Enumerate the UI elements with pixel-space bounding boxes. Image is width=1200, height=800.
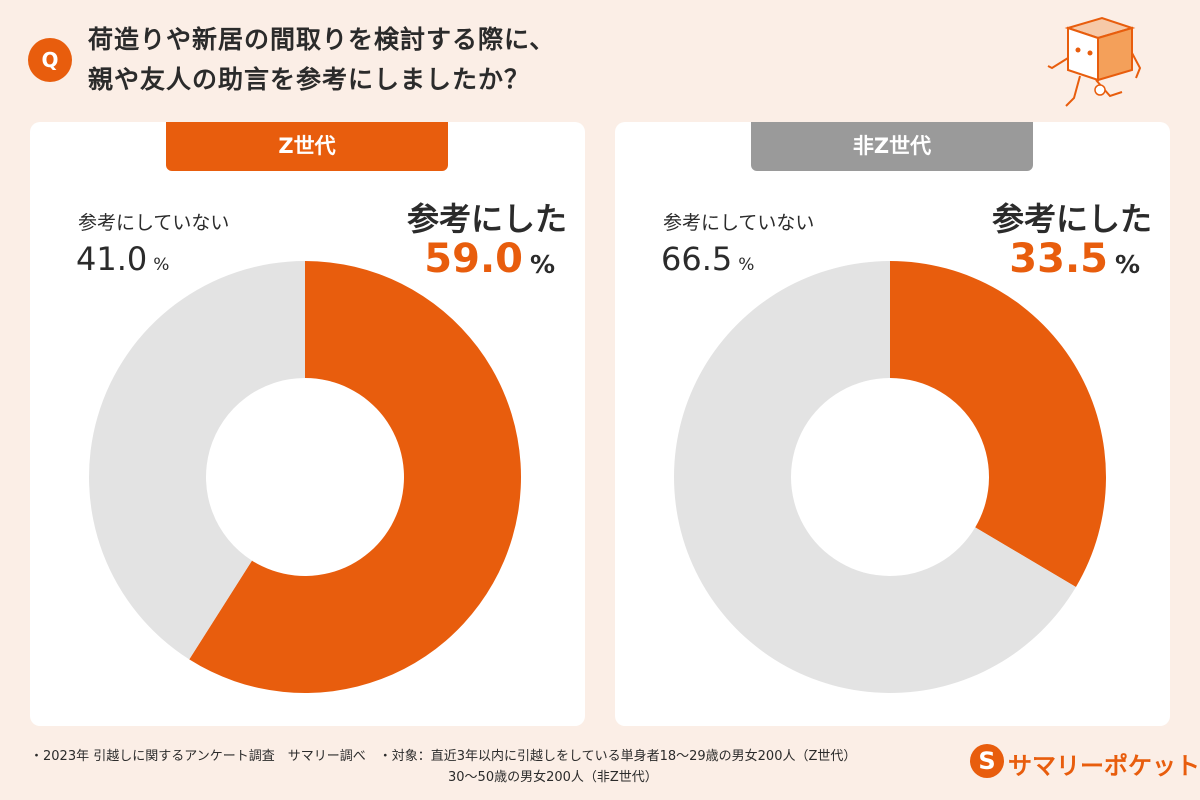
not-referenced-value: 41.0% bbox=[76, 240, 169, 278]
not-referenced-value: 66.5% bbox=[661, 240, 754, 278]
question-badge: Q bbox=[28, 38, 72, 82]
referenced-value: 59.0 bbox=[424, 236, 523, 282]
not-referenced-pct: % bbox=[738, 255, 755, 275]
not-referenced-number: 66.5 bbox=[661, 240, 733, 278]
tab-z-generation: Z世代 bbox=[166, 122, 448, 171]
donut-chart-z bbox=[89, 261, 521, 693]
not-referenced-label: 参考にしていない bbox=[78, 212, 230, 234]
not-referenced-number: 41.0 bbox=[76, 240, 148, 278]
footnote-line-1: ・2023年 引越しに関するアンケート調査 サマリー調べ ・対象：直近3年以内に… bbox=[30, 749, 857, 764]
footnote: ・2023年 引越しに関するアンケート調査 サマリー調べ ・対象：直近3年以内に… bbox=[30, 746, 856, 788]
donut-chart-non-z bbox=[674, 261, 1106, 693]
not-referenced-label: 参考にしていない bbox=[663, 212, 815, 234]
slice-not-referenced bbox=[89, 261, 305, 660]
slice-referenced bbox=[890, 261, 1106, 587]
box-mascot-icon bbox=[1047, 16, 1142, 107]
card-non-z-generation: 非Z世代 参考にしていない 66.5% 参考にした 33.5 % bbox=[615, 122, 1170, 726]
tab-non-z-generation: 非Z世代 bbox=[751, 122, 1033, 171]
question-text: 荷造りや新居の間取りを検討する際に、 親や友人の助言を参考にしましたか？ bbox=[88, 20, 555, 100]
card-z-generation: Z世代 参考にしていない 41.0% 参考にした 59.0 % bbox=[30, 122, 585, 726]
referenced-value: 33.5 bbox=[1009, 236, 1108, 282]
footnote-line-2: 30〜50歳の男女200人（非Z世代） bbox=[448, 770, 658, 785]
referenced-pct: % bbox=[1114, 250, 1140, 279]
referenced-pct: % bbox=[529, 250, 555, 279]
slice-referenced bbox=[189, 261, 521, 693]
logo-text: サマリーポケット bbox=[1008, 752, 1200, 780]
logo-icon: S bbox=[970, 744, 1004, 778]
question-line-1: 荷造りや新居の間取りを検討する際に、 bbox=[88, 25, 556, 54]
not-referenced-pct: % bbox=[153, 255, 170, 275]
slice-not-referenced bbox=[674, 261, 1076, 693]
question-line-2: 親や友人の助言を参考にしましたか？ bbox=[88, 65, 531, 94]
referenced-label: 参考にした bbox=[991, 200, 1152, 238]
referenced-label: 参考にした bbox=[406, 200, 567, 238]
